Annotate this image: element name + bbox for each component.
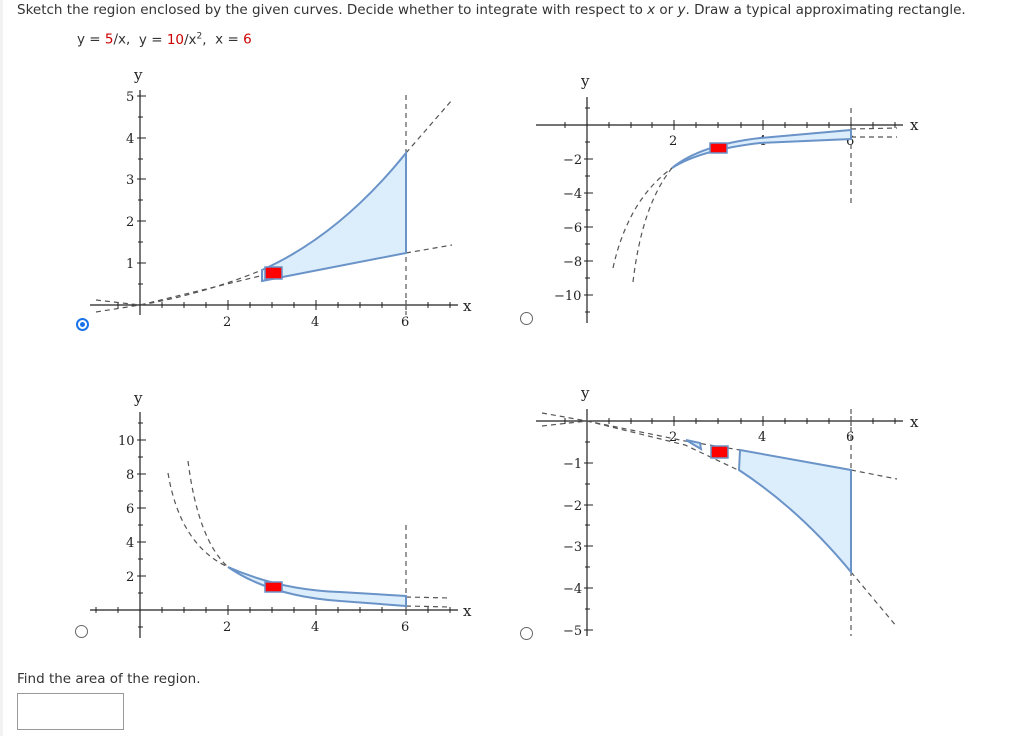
- upper-curve-extension-right: [850, 469, 898, 480]
- x-tick-label: 2: [223, 315, 231, 330]
- y-ticks: [584, 441, 593, 631]
- lower-curve-extension-right: [850, 571, 898, 628]
- y-axis-label: y: [580, 384, 590, 402]
- equation-1: y = 5/x,: [77, 32, 130, 48]
- y-axis-label: y: [133, 389, 143, 407]
- x-tick-label: 6: [846, 134, 854, 149]
- y-tick-label: −4: [563, 187, 582, 202]
- radio-option-a[interactable]: [76, 318, 89, 331]
- plot-option-c[interactable]: y x 2 4 6 2 4 6 8 10: [90, 389, 472, 638]
- upper-curve-extension-right: [405, 99, 453, 154]
- eq-text: /x: [184, 31, 197, 48]
- eq-number: 10: [166, 31, 184, 48]
- y-ticks: [137, 422, 146, 628]
- left-border: [0, 0, 3, 736]
- upper-curve-extension-right: [405, 596, 451, 599]
- x-tick-label: 6: [846, 430, 854, 445]
- upper-curve-extension: [95, 269, 263, 306]
- equation-2: y = 10/x2,: [138, 31, 207, 48]
- equations: y = 5/x, y = 10/x2, x = 6: [77, 31, 252, 48]
- approximating-rectangle: [264, 581, 283, 593]
- y-tick-label: −3: [563, 540, 582, 555]
- lower-curve-extension: [95, 275, 261, 313]
- upper-curve-extension: [167, 472, 229, 568]
- eq-number: 5: [104, 31, 114, 48]
- equation-3: x = 6: [215, 32, 251, 48]
- prompt-var-y: y: [677, 2, 686, 18]
- lower-curve-extension: [187, 460, 229, 568]
- x-ticks: [117, 300, 451, 310]
- shaded-region: [227, 566, 407, 608]
- y-tick-label: 4: [126, 536, 134, 551]
- eq-text: y =: [77, 31, 105, 48]
- upper-curve-extension-right: [850, 127, 898, 130]
- eq-text: y =: [138, 31, 167, 48]
- y-tick-label: −8: [563, 255, 582, 270]
- plot-option-d[interactable]: y x 2 4 6 −1 −2 −3 −4 −5: [536, 384, 919, 639]
- y-tick-label: 10: [118, 434, 135, 449]
- y-tick-label: −2: [563, 153, 582, 168]
- eq-exponent: 2: [196, 31, 203, 41]
- x-tick-label: 6: [401, 620, 409, 635]
- shaded-region: [671, 128, 852, 169]
- plot-option-a[interactable]: y x 2 4 6 1 2 3 4 5: [90, 66, 472, 330]
- lower-curve-extension: [632, 167, 673, 283]
- y-tick-label: −6: [563, 221, 582, 236]
- radio-option-b[interactable]: [520, 312, 533, 325]
- y-tick-label: 6: [126, 502, 134, 517]
- x-tick-label: 4: [311, 620, 319, 635]
- x-axis-label: x: [463, 602, 472, 620]
- y-axis-label: y: [580, 72, 590, 90]
- x-axis-label: x: [910, 413, 919, 431]
- x-axis-label: x: [463, 297, 472, 315]
- y-tick-label: 4: [126, 132, 134, 147]
- x-tick-label: 6: [401, 315, 409, 330]
- y-tick-label: 1: [126, 257, 134, 272]
- y-ticks: [137, 95, 146, 285]
- lower-curve-extension-right: [405, 244, 453, 254]
- approximating-rectangle: [710, 445, 729, 459]
- radio-option-c[interactable]: [75, 625, 88, 638]
- y-tick-label: 2: [126, 570, 134, 585]
- x-tick-label: 2: [669, 430, 677, 445]
- prompt-text: or: [655, 2, 678, 18]
- plot-option-b[interactable]: y x 2 4 6 −2 −4 −6 −8 −10: [536, 72, 919, 323]
- upper-curve-extension: [612, 167, 673, 269]
- area-answer-input[interactable]: [17, 693, 124, 730]
- prompt-text: . Draw a typical approximating rectangle…: [685, 2, 966, 18]
- y-tick-label: −10: [554, 289, 581, 304]
- x-tick-label: 2: [223, 620, 231, 635]
- y-ticks: [584, 107, 593, 313]
- y-axis-label: y: [133, 66, 143, 84]
- y-tick-label: 2: [126, 215, 134, 230]
- shaded-region: [261, 150, 407, 283]
- eq-text: ,: [202, 31, 207, 48]
- y-tick-label: 3: [126, 173, 134, 188]
- lower-curve-extension-right: [405, 605, 451, 608]
- eq-text: /x,: [113, 31, 131, 48]
- shaded-region-sliver: [685, 439, 703, 451]
- prompt-var-x: x: [647, 2, 656, 18]
- eq-number: 6: [243, 31, 252, 48]
- x-tick-label: 4: [758, 430, 766, 445]
- area-prompt: Find the area of the region.: [17, 671, 201, 687]
- x-axis-label: x: [910, 116, 919, 134]
- y-tick-label: 8: [126, 468, 134, 483]
- y-tick-label: −4: [563, 582, 582, 597]
- approximating-rectangle: [264, 266, 283, 280]
- prompt-text: Sketch the region enclosed by the given …: [17, 2, 648, 18]
- upper-curve-extension: [541, 412, 741, 451]
- y-tick-label: −1: [563, 457, 582, 472]
- eq-text: x =: [215, 31, 244, 48]
- radio-option-d[interactable]: [520, 627, 533, 640]
- x-tick-label: 4: [311, 315, 319, 330]
- y-tick-label: −5: [563, 624, 582, 639]
- shaded-region: [737, 448, 852, 575]
- question-prompt: Sketch the region enclosed by the given …: [17, 2, 966, 18]
- y-tick-label: −2: [563, 499, 582, 514]
- y-tick-label: 5: [126, 90, 134, 105]
- approximating-rectangle: [709, 142, 728, 154]
- x-tick-label: 2: [669, 134, 677, 149]
